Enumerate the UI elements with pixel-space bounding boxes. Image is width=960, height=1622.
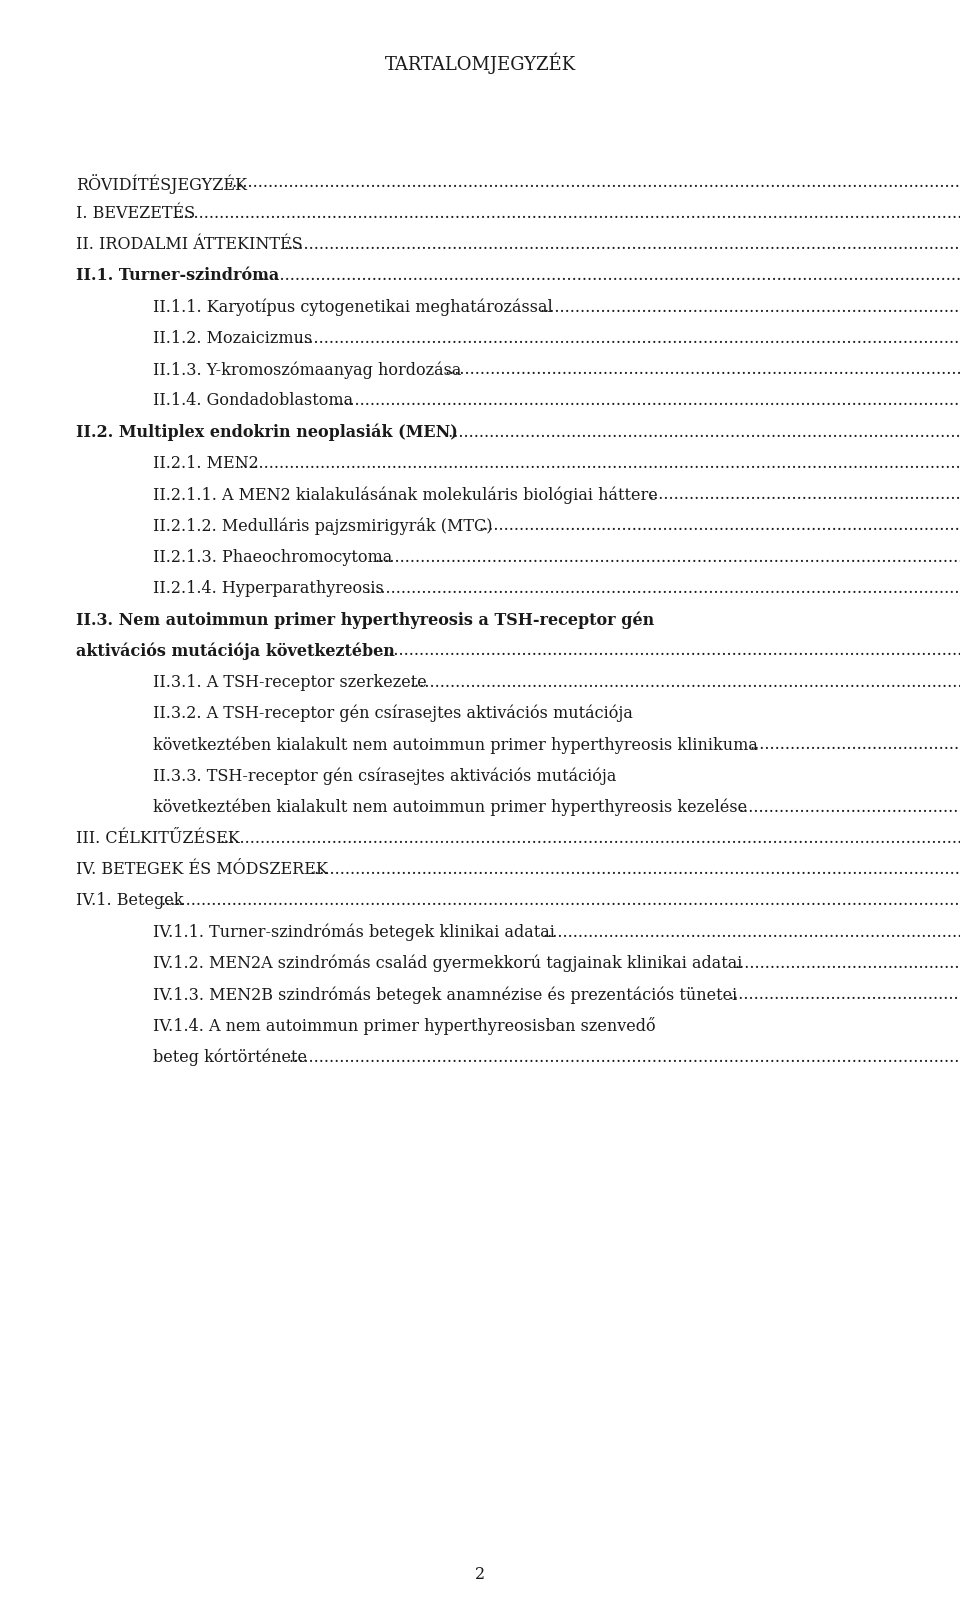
Text: beteg kórtörténete: beteg kórtörténete — [153, 1048, 307, 1066]
Text: IV.1.4. A nem autoimmun primer hyperthyreosisban szenvedő: IV.1.4. A nem autoimmun primer hyperthyr… — [153, 1017, 656, 1035]
Text: RÖVIDÍTÉSJEGYZÉK: RÖVIDÍTÉSJEGYZÉK — [77, 174, 248, 193]
Text: ................................................................................: ........................................… — [284, 237, 960, 253]
Text: II.1.4. Gondadoblastoma: II.1.4. Gondadoblastoma — [153, 393, 353, 409]
Text: II.2.1.1. A MEN2 kialakulásának molekuláris biológiai háttere: II.2.1.1. A MEN2 kialakulásának molekulá… — [153, 487, 658, 503]
Text: IV.1.2. MEN2A szindrómás család gyermekkorú tagjainak klinikai adatai: IV.1.2. MEN2A szindrómás család gyermekk… — [153, 955, 742, 972]
Text: II.2.1. MEN2: II.2.1. MEN2 — [153, 454, 258, 472]
Text: 2: 2 — [475, 1567, 485, 1583]
Text: ................................................................................: ........................................… — [378, 642, 960, 660]
Text: ................................................................................: ........................................… — [750, 736, 960, 753]
Text: II. IRODALMI ÁTTEKINTÉS: II. IRODALMI ÁTTEKINTÉS — [77, 237, 303, 253]
Text: ................................................................................: ........................................… — [219, 830, 960, 847]
Text: IV. BETEGEK ÉS MÓDSZEREK: IV. BETEGEK ÉS MÓDSZEREK — [77, 861, 328, 878]
Text: II.3.2. A TSH-receptor gén csírasejtes aktivációs mutációja: II.3.2. A TSH-receptor gén csírasejtes a… — [153, 706, 633, 722]
Text: IV.1.1. Turner-szindrómás betegek klinikai adatai: IV.1.1. Turner-szindrómás betegek klinik… — [153, 923, 555, 941]
Text: II.1.2. Mozaicizmus: II.1.2. Mozaicizmus — [153, 329, 312, 347]
Text: következtében kialakult nem autoimmun primer hyperthyreosis kezelése: következtében kialakult nem autoimmun pr… — [153, 798, 747, 816]
Text: ................................................................................: ........................................… — [734, 955, 960, 972]
Text: ................................................................................: ........................................… — [729, 986, 960, 1002]
Text: II.1.3. Y-kromoszómaanyag hordozása: II.1.3. Y-kromoszómaanyag hordozása — [153, 362, 461, 378]
Text: ................................................................................: ........................................… — [444, 362, 960, 378]
Text: ................................................................................: ........................................… — [540, 298, 960, 316]
Text: II.3.1. A TSH-receptor szerkezete: II.3.1. A TSH-receptor szerkezete — [153, 673, 426, 691]
Text: IV.1. Betegek: IV.1. Betegek — [77, 892, 184, 910]
Text: ................................................................................: ........................................… — [259, 268, 960, 284]
Text: ................................................................................: ........................................… — [309, 861, 960, 878]
Text: ................................................................................: ........................................… — [365, 579, 960, 597]
Text: II.2.1.3. Phaeochromocytoma: II.2.1.3. Phaeochromocytoma — [153, 548, 392, 566]
Text: ................................................................................: ........................................… — [160, 892, 960, 910]
Text: II.2. Multiplex endokrin neoplasiák (MEN): II.2. Multiplex endokrin neoplasiák (MEN… — [77, 423, 458, 441]
Text: ................................................................................: ........................................… — [334, 393, 960, 409]
Text: ................................................................................: ........................................… — [228, 174, 960, 191]
Text: ................................................................................: ........................................… — [410, 673, 960, 691]
Text: TARTALOMJEGYZÉK: TARTALOMJEGYZÉK — [384, 54, 576, 75]
Text: III. CÉLKITŰZÉSEK: III. CÉLKITŰZÉSEK — [77, 830, 240, 847]
Text: II.2.1.4. Hyperparathyreosis: II.2.1.4. Hyperparathyreosis — [153, 579, 384, 597]
Text: IV.1.3. MEN2B szindrómás betegek anamnézise és prezentációs tünetei: IV.1.3. MEN2B szindrómás betegek anamnéz… — [153, 986, 737, 1004]
Text: I. BEVEZETÉS: I. BEVEZETÉS — [77, 204, 196, 222]
Text: II.3.3. TSH-receptor gén csírasejtes aktivációs mutációja: II.3.3. TSH-receptor gén csírasejtes akt… — [153, 767, 616, 785]
Text: II.1.1. Karyotípus cytogenetikai meghatározással: II.1.1. Karyotípus cytogenetikai meghatá… — [153, 298, 553, 316]
Text: aktivációs mutációja következtében: aktivációs mutációja következtében — [77, 642, 396, 660]
Text: II.2.1.2. Medulláris pajzsmirigyrák (MTC): II.2.1.2. Medulláris pajzsmirigyrák (MTC… — [153, 517, 492, 535]
Text: ................................................................................: ........................................… — [543, 923, 960, 941]
Text: ................................................................................: ........................................… — [444, 423, 960, 441]
Text: II.3. Nem autoimmun primer hyperthyreosis a TSH-receptor gén: II.3. Nem autoimmun primer hyperthyreosi… — [77, 611, 655, 629]
Text: ................................................................................: ........................................… — [478, 517, 960, 534]
Text: II.1. Turner-szindróma: II.1. Turner-szindróma — [77, 268, 279, 284]
Text: ................................................................................: ........................................… — [739, 798, 960, 816]
Text: ................................................................................: ........................................… — [288, 1048, 960, 1066]
Text: következtében kialakult nem autoimmun primer hyperthyreosis klinikuma: következtében kialakult nem autoimmun pr… — [153, 736, 757, 754]
Text: ................................................................................: ........................................… — [173, 204, 960, 222]
Text: ................................................................................: ........................................… — [294, 329, 960, 347]
Text: ................................................................................: ........................................… — [648, 487, 960, 503]
Text: ................................................................................: ........................................… — [374, 548, 960, 566]
Text: ................................................................................: ........................................… — [238, 454, 960, 472]
